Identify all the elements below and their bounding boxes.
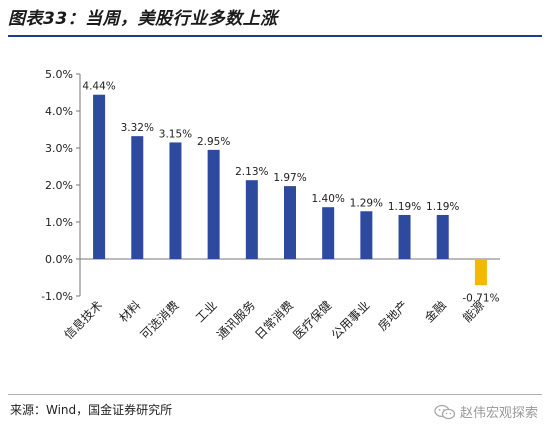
y-tick-label: 2.0% bbox=[45, 179, 73, 192]
footer-divider bbox=[8, 394, 542, 395]
bar bbox=[322, 207, 335, 259]
bar bbox=[284, 186, 296, 259]
y-tick-label: 4.0% bbox=[45, 105, 73, 118]
bar bbox=[169, 142, 182, 259]
bar-series bbox=[93, 94, 487, 286]
bar bbox=[207, 149, 220, 259]
category-label: 通讯服务 bbox=[213, 298, 258, 343]
data-label: 1.19% bbox=[388, 201, 421, 213]
wechat-icon bbox=[434, 404, 456, 419]
source-note: 来源：Wind，国金证券研究所 bbox=[10, 403, 173, 417]
bar-chart: -1.0% 0.0% 1.0% 2.0% 3.0% 4.0% 5.0% 4.44% 3.32%… bbox=[41, 68, 500, 343]
data-label: 3.15% bbox=[159, 128, 192, 140]
bar bbox=[398, 214, 411, 259]
y-tick-label: 0.0% bbox=[45, 253, 73, 266]
bar bbox=[93, 94, 106, 259]
watermark: 赵伟宏观探索 bbox=[434, 402, 538, 421]
category-label: 信息技术 bbox=[61, 298, 106, 343]
y-tick-label: 3.0% bbox=[45, 142, 73, 155]
y-tick-label: 5.0% bbox=[45, 68, 73, 81]
y-tick-label: -1.0% bbox=[41, 290, 73, 303]
bar bbox=[131, 136, 144, 259]
category-label: 日常消费 bbox=[252, 298, 296, 342]
data-label: 2.13% bbox=[235, 166, 268, 178]
data-labels: 4.44% 3.32% 3.15% 2.95% 2.13% 1.97% 1.40% 1.29%… bbox=[82, 81, 499, 305]
data-label: 1.19% bbox=[426, 201, 459, 213]
title-underline bbox=[8, 35, 542, 37]
bar bbox=[360, 211, 373, 259]
data-label: 1.97% bbox=[273, 172, 306, 184]
bar bbox=[245, 180, 258, 259]
category-label: 公用事业 bbox=[329, 298, 373, 342]
y-tick-label: 1.0% bbox=[45, 216, 73, 229]
data-label: 2.95% bbox=[197, 136, 230, 148]
category-label: 工业 bbox=[193, 298, 220, 325]
figure-title: 图表33：当周，美股行业多数上涨 bbox=[8, 9, 278, 29]
category-label: 可选消费 bbox=[138, 298, 182, 342]
bar bbox=[474, 259, 487, 286]
y-axis: -1.0% 0.0% 1.0% 2.0% 3.0% 4.0% 5.0% bbox=[41, 68, 81, 303]
category-label: 材料 bbox=[117, 298, 144, 325]
data-label: 1.40% bbox=[312, 193, 345, 205]
category-label: 医疗保健 bbox=[290, 298, 334, 342]
data-label: 3.32% bbox=[121, 122, 154, 134]
data-label: 4.44% bbox=[82, 81, 115, 93]
data-label: -0.71% bbox=[462, 292, 499, 304]
category-label: 金融 bbox=[421, 298, 449, 326]
category-label: 房地产 bbox=[375, 298, 411, 334]
watermark-text: 赵伟宏观探索 bbox=[459, 406, 538, 421]
data-label: 1.29% bbox=[350, 197, 383, 209]
bar bbox=[436, 214, 449, 259]
